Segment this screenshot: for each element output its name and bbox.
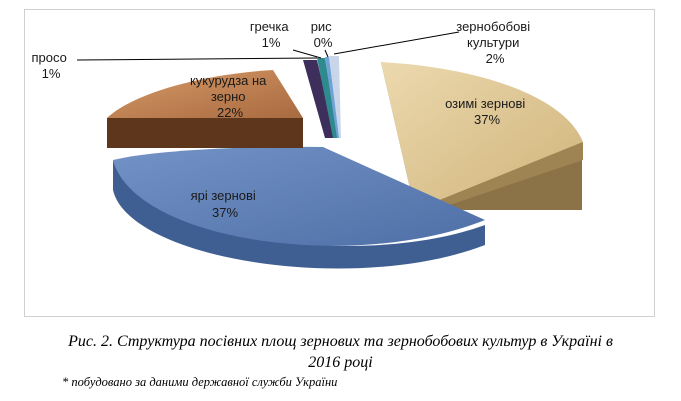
caption-line-1: Рис. 2. Структура посівних площ зернових… bbox=[68, 333, 613, 350]
slice-zernobob-shape bbox=[329, 56, 341, 138]
slice-proso-shape bbox=[303, 60, 335, 138]
chart-area: озимі зернові 37% ярі зернові 37% кукуру… bbox=[24, 9, 655, 317]
slice-rys bbox=[325, 57, 340, 138]
leader-rys bbox=[324, 49, 329, 58]
slice-ozymi bbox=[381, 62, 583, 215]
pie-chart: озимі зернові 37% ярі зернові 37% кукуру… bbox=[31, 19, 583, 269]
leader-proso bbox=[76, 57, 318, 61]
slice-kukurudza-side bbox=[107, 118, 303, 148]
label-kukurudza: кукурудза на зерно 22% bbox=[190, 73, 270, 120]
label-hrechka: гречка 1% bbox=[250, 19, 292, 50]
source-note: * побудовано за даними державної служби … bbox=[62, 375, 338, 389]
slice-yari-top bbox=[113, 146, 485, 246]
slice-yari-side bbox=[113, 160, 485, 269]
slice-ozymi-top bbox=[381, 62, 583, 210]
slice-zernobob bbox=[329, 56, 341, 138]
figure-caption: Рис. 2. Структура посівних площ зернових… bbox=[10, 331, 671, 373]
label-zernobob: зернобобові культури 2% bbox=[456, 19, 533, 66]
label-ozymi: озимі зернові 37% bbox=[445, 96, 529, 127]
label-rys: рис 0% bbox=[311, 19, 336, 50]
slice-hrechka-shape bbox=[317, 58, 338, 138]
slice-ozymi-rim bbox=[415, 142, 583, 215]
slice-kukurudza-top bbox=[107, 70, 303, 118]
label-proso: просо 1% bbox=[31, 50, 70, 81]
slice-kukurudza bbox=[107, 70, 303, 148]
leader-zernobob bbox=[333, 31, 460, 55]
slice-hrechka bbox=[317, 58, 338, 138]
slice-rys-shape bbox=[325, 57, 340, 138]
slice-proso bbox=[303, 60, 335, 138]
slice-yari bbox=[113, 146, 485, 269]
caption-line-2: 2016 році bbox=[308, 354, 373, 371]
label-yari: ярі зернові 37% bbox=[191, 188, 260, 220]
leader-hrechka bbox=[292, 49, 322, 59]
